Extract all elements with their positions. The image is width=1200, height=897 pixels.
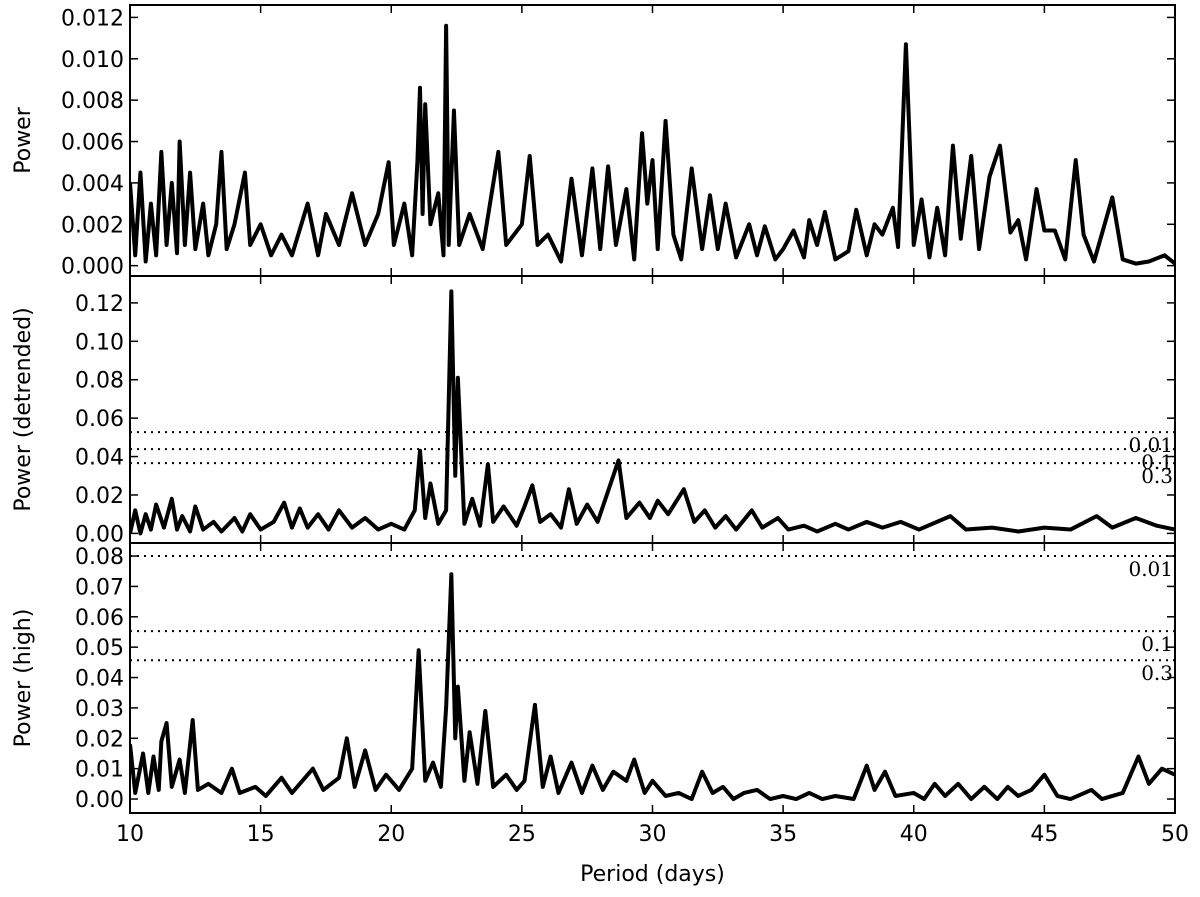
y-tick-label: 0.12 [75, 292, 124, 317]
y-tick-label: 0.04 [75, 667, 124, 692]
y-tick-label: 0.012 [61, 6, 124, 31]
y-tick-label: 0.02 [75, 484, 124, 509]
significance-label: 0.1 [1141, 632, 1173, 656]
y-tick-label: 0.008 [61, 89, 124, 114]
significance-label: 0.1 [1141, 450, 1173, 474]
x-tick-label: 35 [769, 822, 797, 847]
y-tick-label: 0.00 [75, 788, 124, 813]
x-tick-label: 10 [116, 822, 144, 847]
y-tick-label: 0.006 [61, 131, 124, 156]
y-tick-label: 0.004 [61, 172, 124, 197]
periodogram-line [130, 289, 1175, 536]
periodogram-line [130, 572, 1175, 802]
y-tick-label: 0.04 [75, 446, 124, 471]
x-tick-label: 30 [639, 822, 667, 847]
y-tick-label: 0.10 [75, 330, 124, 355]
axes-frame [129, 542, 1176, 814]
y-tick-label: 0.05 [75, 636, 124, 661]
y-tick-label: 0.00 [75, 522, 124, 547]
significance-label: 0.01 [1128, 557, 1173, 581]
x-axis-label: Period (days) [580, 862, 725, 887]
y-tick-label: 0.002 [61, 213, 124, 238]
y-axis-label: Power (detrended) [11, 307, 36, 511]
axes-frame [129, 4, 1176, 277]
x-tick-label: 15 [247, 822, 275, 847]
y-tick-label: 0.07 [75, 575, 124, 600]
y-tick-label: 0.010 [61, 48, 124, 73]
y-tick-label: 0.08 [75, 369, 124, 394]
x-tick-label: 25 [508, 822, 536, 847]
y-tick-label: 0.000 [61, 255, 124, 280]
axes-frame [129, 275, 1176, 544]
significance-label: 0.3 [1141, 661, 1173, 685]
significance-label: 0.01 [1128, 433, 1173, 457]
y-tick-label: 0.08 [75, 545, 124, 570]
periodogram-line [130, 23, 1175, 266]
y-tick-label: 0.01 [75, 758, 124, 783]
y-axis-label: Power [11, 106, 36, 173]
x-tick-label: 40 [900, 822, 928, 847]
y-tick-label: 0.06 [75, 407, 124, 432]
y-tick-label: 0.06 [75, 606, 124, 631]
x-tick-label: 20 [377, 822, 405, 847]
x-tick-label: 50 [1161, 822, 1189, 847]
significance-label: 0.3 [1141, 464, 1173, 488]
y-tick-label: 0.03 [75, 697, 124, 722]
y-tick-label: 0.02 [75, 727, 124, 752]
x-tick-label: 45 [1030, 822, 1058, 847]
y-axis-label: Power (high) [11, 609, 36, 748]
